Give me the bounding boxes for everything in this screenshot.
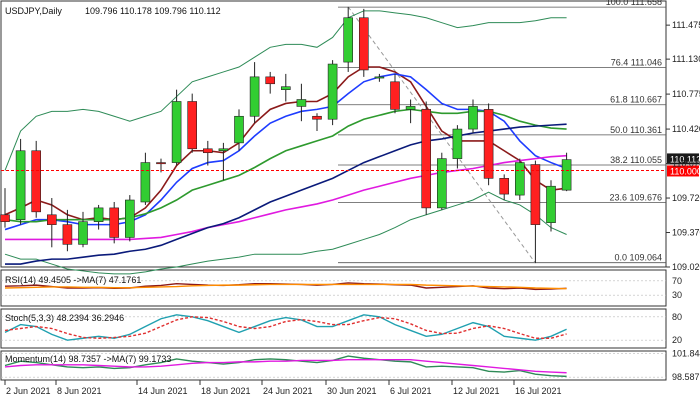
date-tick-label: 16 Jul 2021 [515,386,562,396]
date-tick-label: 2 Jun 2021 [6,386,51,396]
indicator-tick-label: 30 [672,290,682,300]
date-tick-label: 12 Jul 2021 [453,386,500,396]
candle [312,115,322,120]
candles [0,6,572,264]
current-price-box [667,153,699,165]
candle [62,224,73,245]
ma-magenta-line [5,154,567,241]
current-price-label: 110.112 [670,154,700,164]
fib-label: 0.0 109.064 [614,253,662,263]
candle [93,207,104,222]
bb-upper-line [4,10,567,171]
candle [296,99,307,107]
price-tick-label: 110.070 [672,159,700,169]
candle [171,101,182,163]
date-tick-label: 18 Jun 2021 [201,386,251,396]
date-tick-label: 6 Jul 2021 [390,386,432,396]
ohlc-readout: 109.796 110.178 109.796 110.112 [85,6,221,16]
candle [358,17,369,71]
candle [499,178,510,195]
candle [421,109,432,209]
bb-lower-line [4,191,567,275]
fib-label: 38.2 110.055 [610,155,662,165]
fib-trendline [347,6,536,264]
indicator-tick-label: 70 [672,276,682,286]
candle [343,17,354,63]
price-tick-label: 110.775 [672,89,700,99]
marked-level-label: 110.000 [670,166,700,176]
fib-label: 76.4 111.046 [611,57,662,67]
candle [0,214,10,222]
indicator-tick-label: 80 [672,312,682,322]
candle [483,109,494,179]
price-tick-label: 111.130 [672,54,700,64]
date-axis: 2 Jun 2021 8 Jun 2021 14 Jun 2021 18 Jun 20… [4,380,562,396]
indicator-tick-label: 101.8441 [672,349,700,359]
stoch-panel [0,308,667,349]
fib-label: 61.8 110.667 [610,95,662,105]
marked-level-box [667,165,699,177]
indicator-series-line [4,316,567,339]
candle [436,158,447,209]
candle [405,106,416,110]
candle [31,150,42,213]
candle [125,199,135,238]
candle [78,221,88,245]
chart-title: USDJPY,Daily [5,6,62,16]
fib-label: 50.0 110.361 [610,125,662,135]
price-tick-label: 109.020 [672,262,700,272]
fib-label: 100.0 111.658 [606,0,662,7]
candle [249,76,260,117]
fib-levels: 100.0 111.658 76.4 111.046 61.8 110.667 50.… [338,0,666,264]
candle [156,162,166,165]
main-panel [0,0,667,268]
indicator-series-line [4,314,567,341]
price-axis: 111.475 111.130 110.775 110.420 110.070 109.7… [666,20,700,272]
candle [530,164,541,225]
candle [109,207,119,238]
candle [452,128,463,159]
date-tick-label: 8 Jun 2021 [57,386,102,396]
candle [265,76,276,85]
candle [280,86,291,90]
fib-swing-line [347,6,536,264]
date-tick-label: 24 Jun 2021 [263,386,313,396]
candle [187,101,197,150]
candle [203,148,213,154]
candle [390,81,400,110]
indicator-series-line [4,283,567,290]
candle [218,148,229,152]
candle [140,162,151,203]
indicator-series-line [4,359,567,374]
indicator-tick-label: 20 [672,335,682,345]
reference-lines: 110.112 110.000 [1,153,700,177]
candle [234,115,244,144]
date-tick-label: 14 Jun 2021 [138,386,188,396]
stoch-title: Stoch(5,3,3) 48.2394 36.2946 [5,313,124,323]
rsi-title: RSI(14) 49.4505 ->MA(7) 47.1761 [5,275,141,285]
price-tick-label: 111.475 [672,20,700,30]
date-tick-label: 30 Jun 2021 [327,386,377,396]
momentum-title: Momentum(14) 98.7357 ->MA(7) 99.1733 [5,354,171,364]
candle [468,106,478,130]
candle [561,159,572,191]
candle [46,214,57,225]
fib-label: 23.6 109.676 [609,192,662,202]
candle [15,150,26,221]
indicator-series-line [4,355,567,378]
price-tick-label: 109.720 [672,193,700,203]
candle [546,185,556,223]
price-tick-label: 109.370 [672,228,700,238]
price-tick-label: 110.420 [672,124,700,134]
candle [327,63,338,120]
candle [514,162,525,196]
candle [374,76,385,79]
